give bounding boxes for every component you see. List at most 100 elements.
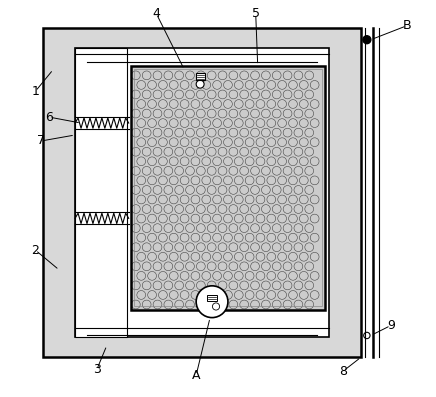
Circle shape <box>310 195 319 204</box>
Circle shape <box>310 272 319 280</box>
Circle shape <box>197 185 205 194</box>
Circle shape <box>300 195 308 204</box>
Circle shape <box>229 166 238 175</box>
Circle shape <box>186 128 194 137</box>
Circle shape <box>212 303 220 310</box>
Circle shape <box>300 100 308 108</box>
Circle shape <box>229 300 238 309</box>
Circle shape <box>202 291 211 299</box>
Circle shape <box>283 262 292 271</box>
Circle shape <box>235 176 243 185</box>
Circle shape <box>229 185 238 194</box>
Circle shape <box>289 233 297 242</box>
Circle shape <box>159 81 167 89</box>
Circle shape <box>202 119 211 127</box>
Circle shape <box>175 109 184 118</box>
Circle shape <box>153 262 162 271</box>
Circle shape <box>186 300 194 309</box>
Circle shape <box>251 109 259 118</box>
Circle shape <box>251 281 259 290</box>
Circle shape <box>175 262 184 271</box>
Circle shape <box>169 119 178 127</box>
Circle shape <box>289 81 297 89</box>
Circle shape <box>169 291 178 299</box>
Circle shape <box>169 214 178 223</box>
Circle shape <box>169 233 178 242</box>
Circle shape <box>272 166 281 175</box>
Circle shape <box>153 243 162 252</box>
Circle shape <box>191 291 200 299</box>
Circle shape <box>224 233 232 242</box>
Circle shape <box>272 262 281 271</box>
Circle shape <box>142 90 151 99</box>
Circle shape <box>240 71 249 80</box>
Circle shape <box>278 138 286 146</box>
Circle shape <box>224 81 232 89</box>
Circle shape <box>305 204 313 214</box>
Circle shape <box>142 71 151 80</box>
Circle shape <box>245 100 254 108</box>
Circle shape <box>164 109 173 118</box>
Circle shape <box>229 71 238 80</box>
Circle shape <box>289 119 297 127</box>
Circle shape <box>267 233 276 242</box>
Circle shape <box>224 138 232 146</box>
Circle shape <box>262 90 270 99</box>
Circle shape <box>218 262 227 271</box>
Circle shape <box>202 100 211 108</box>
Circle shape <box>267 81 276 89</box>
Circle shape <box>180 157 189 166</box>
Circle shape <box>131 109 140 118</box>
Circle shape <box>283 185 292 194</box>
Circle shape <box>180 119 189 127</box>
Circle shape <box>310 291 319 299</box>
Circle shape <box>186 281 194 290</box>
Circle shape <box>213 81 221 89</box>
Circle shape <box>164 166 173 175</box>
Circle shape <box>267 291 276 299</box>
Circle shape <box>262 147 270 156</box>
Circle shape <box>142 243 151 252</box>
Circle shape <box>197 90 205 99</box>
Circle shape <box>197 166 205 175</box>
Circle shape <box>310 138 319 146</box>
Circle shape <box>180 100 189 108</box>
Circle shape <box>363 36 371 44</box>
Circle shape <box>175 147 184 156</box>
Bar <box>43 28 361 357</box>
Circle shape <box>213 176 221 185</box>
Circle shape <box>294 224 303 233</box>
Circle shape <box>310 100 319 108</box>
Circle shape <box>142 147 151 156</box>
Circle shape <box>196 80 204 88</box>
Circle shape <box>186 262 194 271</box>
Circle shape <box>164 185 173 194</box>
Circle shape <box>169 272 178 280</box>
Circle shape <box>164 243 173 252</box>
Circle shape <box>207 243 216 252</box>
Circle shape <box>131 128 140 137</box>
Circle shape <box>148 291 157 299</box>
Circle shape <box>294 128 303 137</box>
Circle shape <box>256 272 265 280</box>
Circle shape <box>224 272 232 280</box>
Circle shape <box>245 157 254 166</box>
Circle shape <box>224 252 232 261</box>
Circle shape <box>180 81 189 89</box>
Circle shape <box>218 71 227 80</box>
Circle shape <box>191 176 200 185</box>
Circle shape <box>159 252 167 261</box>
Circle shape <box>164 262 173 271</box>
Circle shape <box>153 300 162 309</box>
Circle shape <box>300 81 308 89</box>
Circle shape <box>289 176 297 185</box>
Circle shape <box>305 90 313 99</box>
Circle shape <box>245 272 254 280</box>
Circle shape <box>267 195 276 204</box>
Circle shape <box>305 128 313 137</box>
Circle shape <box>278 81 286 89</box>
Circle shape <box>159 176 167 185</box>
Circle shape <box>213 119 221 127</box>
Circle shape <box>164 281 173 290</box>
Circle shape <box>197 281 205 290</box>
